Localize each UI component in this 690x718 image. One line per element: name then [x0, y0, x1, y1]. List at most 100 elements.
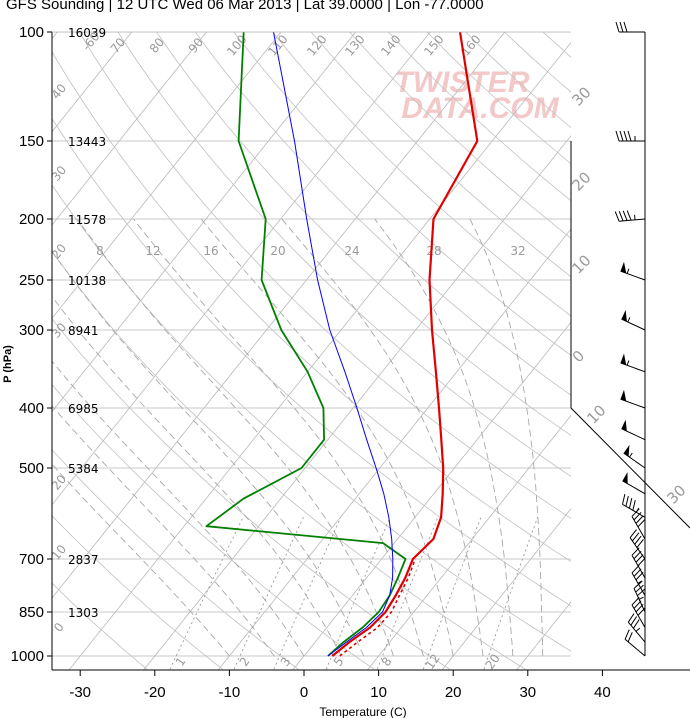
mixing-ratio-label: 12	[145, 244, 160, 258]
wind-barb	[623, 444, 646, 469]
dry-adiabat-line	[233, 32, 571, 356]
moist-adiabat-line	[200, 218, 454, 657]
wind-barb-shaft	[621, 428, 646, 441]
wind-barb-feather	[619, 21, 624, 33]
wind-barb-feather	[632, 500, 636, 511]
wind-barb-feather	[637, 518, 646, 528]
dry-adiabat-line	[156, 32, 571, 436]
wind-barb-feather	[635, 584, 644, 593]
dry-adiabat-line	[271, 32, 571, 317]
mixing-ratio-label: 32	[510, 244, 525, 258]
wind-barb-shaft	[624, 638, 646, 657]
y-tick-label: 150	[19, 133, 44, 150]
wind-barb-feather	[623, 130, 628, 142]
isotherm-line	[52, 32, 207, 226]
wind-barb-feather	[615, 130, 620, 142]
wind-barb-shaft	[621, 318, 646, 331]
height-label: 2837	[68, 553, 99, 567]
wind-barb-feather	[630, 616, 638, 626]
watermark-line: DATA.COM	[401, 92, 559, 125]
dry-adiabat-label: 130	[342, 32, 367, 59]
wind-barb-feather	[635, 571, 644, 581]
wind-panel	[570, 21, 690, 657]
dry-adiabat-label: 90	[186, 35, 207, 56]
wind-barb-feather	[636, 539, 644, 548]
mixing-ratio-line	[233, 517, 304, 670]
wind-barb-flag	[620, 261, 627, 274]
wind-barb-flag	[621, 419, 627, 432]
wind-barb-feather	[624, 629, 630, 640]
dry-adiabat-label: 100	[224, 32, 249, 59]
isotherm-line	[366, 414, 571, 670]
wind-barb-feather	[633, 550, 642, 560]
dry-adiabat-line	[52, 582, 148, 670]
mixing-ratio-line	[483, 517, 539, 670]
y-tick-label: 500	[19, 460, 44, 477]
wind-panel-edge	[570, 407, 690, 529]
wind-barb-feather	[625, 496, 629, 507]
isotherm-line	[217, 228, 571, 670]
height-label: 16039	[68, 26, 106, 40]
wind-barb	[615, 130, 645, 142]
isotherm-line	[0, 4, 5, 682]
hodograph-ring-label: 0	[569, 347, 588, 366]
wind-barb	[621, 309, 646, 331]
wind-barb-shaft	[622, 503, 646, 518]
mixing-ratio-bottom-label: 3	[278, 655, 294, 669]
hodograph-ring-label: 30	[568, 83, 594, 109]
wind-barb-feather	[627, 632, 633, 643]
y-tick-label: 100	[19, 24, 44, 41]
y-tick-label: 850	[19, 604, 44, 621]
x-tick-label: 10	[370, 684, 387, 701]
mixing-ratio-label: 8	[96, 244, 104, 258]
series-parcel	[273, 32, 394, 657]
x-axis-label: Temperature (C)	[319, 705, 406, 718]
dry-adiabat-line	[78, 32, 571, 519]
wind-barb-feather	[637, 607, 646, 616]
background-grid	[0, 4, 690, 682]
wind-barb	[615, 21, 645, 33]
wind-barb-shaft	[627, 621, 646, 643]
wind-barb	[624, 629, 646, 657]
isotherm-line	[68, 41, 571, 670]
x-tick-label: -10	[219, 684, 241, 701]
wind-barb-feather	[628, 498, 633, 509]
moist-adiabat-line	[52, 405, 275, 657]
wind-barb-flag	[620, 353, 627, 365]
wind-barb-shaft	[619, 218, 646, 222]
moist-adiabat-line	[76, 218, 394, 657]
wind-barb-feather	[631, 532, 640, 542]
dry-adiabat-line	[52, 384, 375, 670]
wind-barb-shaft	[633, 588, 646, 613]
dry-adiabat-label: 80	[147, 35, 168, 56]
x-tick-label: 40	[594, 684, 611, 701]
wind-barb-feather	[626, 210, 632, 221]
y-tick-label: 200	[19, 211, 44, 228]
wind-barb-flag	[623, 444, 630, 457]
wind-barb-feather	[631, 564, 640, 574]
height-label: 8941	[68, 324, 99, 338]
wind-barb-feather	[631, 597, 640, 606]
moist-adiabat-line	[52, 295, 342, 657]
dry-adiabat-line	[52, 117, 571, 607]
wind-barb	[631, 597, 646, 628]
series-dewpoint	[205, 32, 407, 657]
isotherm-line	[52, 32, 506, 599]
wind-barb-feather	[635, 603, 644, 613]
isotherm-line	[52, 32, 58, 40]
mixing-ratio-line	[376, 517, 439, 670]
isotherm-line	[656, 4, 690, 682]
hodograph-ring-label: 20	[568, 168, 594, 194]
dry-adiabat-label: 0	[51, 620, 67, 635]
moist-adiabat-line	[281, 218, 484, 657]
wind-barb-shaft	[631, 516, 646, 540]
wind-barb	[631, 508, 646, 540]
height-label: 1303	[68, 606, 99, 620]
x-tick-label: -20	[144, 684, 166, 701]
isotherm-line	[52, 32, 431, 506]
series-virtual-temperature	[339, 558, 416, 657]
wind-barb-half	[627, 317, 631, 323]
wind-barb-shaft	[631, 604, 646, 628]
